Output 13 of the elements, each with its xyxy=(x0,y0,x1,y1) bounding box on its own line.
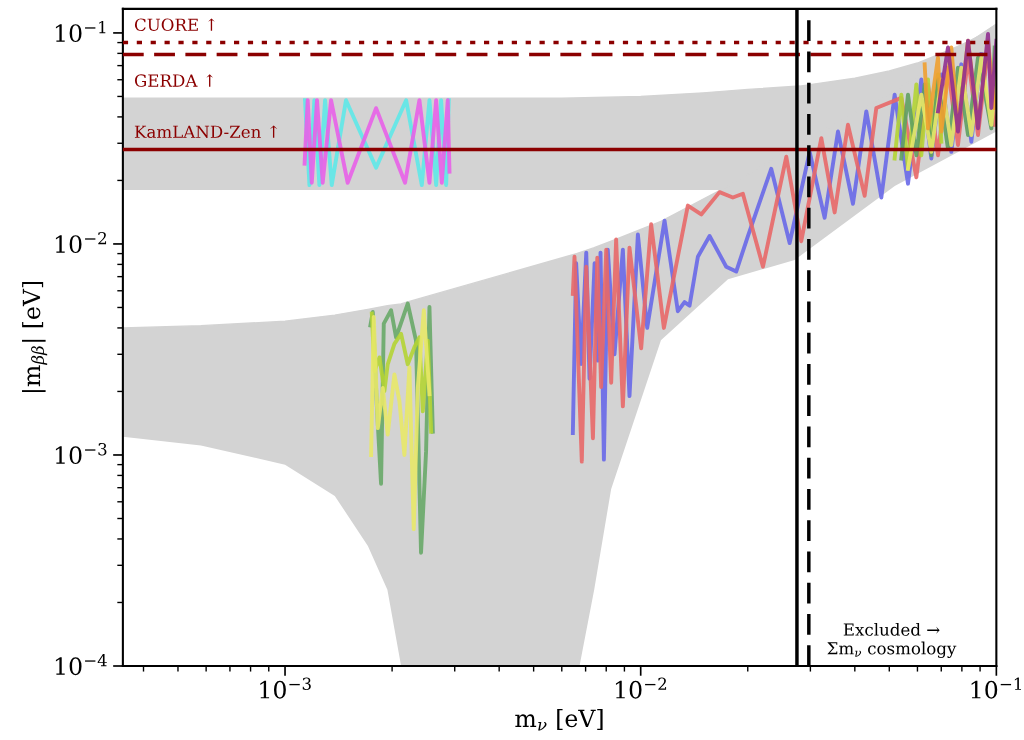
y-tick-label: 10$^{−3}$ xyxy=(55,442,107,465)
y-axis-title: |m$_{ββ}$| [eV] xyxy=(21,281,48,393)
x-axis-title: m$_{ν}$ [eV] xyxy=(515,708,603,731)
x-tick-label: 10$^{−1}$ xyxy=(971,677,1021,699)
ref-line-label: KamLAND-Zen ↑ xyxy=(134,125,278,139)
ref-line-label: CUORE ↑ xyxy=(134,18,215,32)
y-tick-label: 10$^{−1}$ xyxy=(55,20,106,43)
y-tick-label: 10$^{−4}$ xyxy=(55,653,107,676)
x-tick-label: 10$^{−2}$ xyxy=(615,677,667,699)
x-tick-label: 10$^{−3}$ xyxy=(260,677,311,699)
ref-line-label: GERDA ↑ xyxy=(134,74,214,87)
y-tick-label: 10$^{−2}$ xyxy=(55,231,107,254)
annotation: Excluded → Σm$_{ν}$ cosmology xyxy=(827,622,957,658)
